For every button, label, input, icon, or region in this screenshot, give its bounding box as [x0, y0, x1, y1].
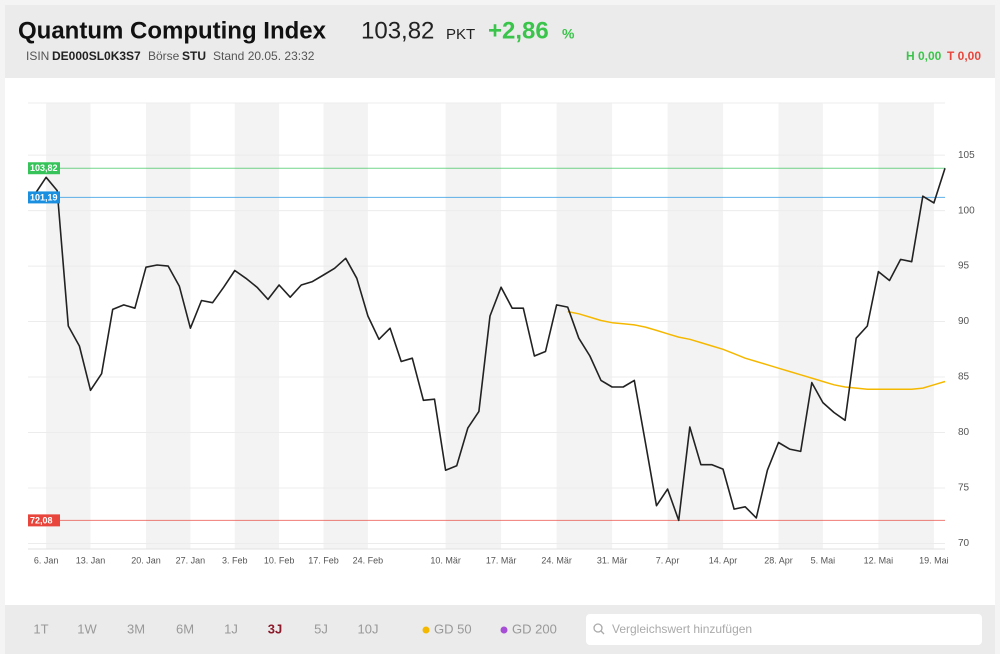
week-stripe	[878, 103, 934, 549]
y-tick-label: 90	[958, 316, 970, 327]
range-button[interactable]: 1T	[33, 621, 48, 636]
high: H 0,00	[906, 49, 942, 63]
y-tick-label: 85	[958, 372, 970, 383]
x-tick-label: 5. Mai	[811, 555, 836, 565]
x-tick-label: 17. Feb	[308, 555, 339, 565]
reference-label: 72,08	[30, 515, 53, 525]
week-stripe	[556, 103, 613, 549]
week-stripe	[778, 103, 823, 549]
legend-dot	[422, 626, 430, 634]
indicator-label[interactable]: GD 200	[512, 621, 557, 636]
x-tick-label: 31. Mär	[597, 555, 628, 565]
reference-label: 101,19	[30, 192, 58, 202]
legend-label[interactable]: GD 50	[434, 621, 472, 636]
x-tick-label: 20. Jan	[131, 555, 161, 565]
y-tick-label: 100	[958, 205, 975, 216]
y-tick-label: 80	[958, 427, 970, 438]
range-button[interactable]: 3J	[268, 621, 282, 636]
exchange-label: Börse	[148, 49, 180, 63]
timestamp: Stand 20.05. 23:32	[213, 49, 315, 63]
week-stripe	[145, 103, 191, 549]
range-button[interactable]: 10J	[358, 621, 379, 636]
price: 103,82	[361, 17, 434, 44]
header-bg	[5, 5, 995, 78]
reference-label: 103,82	[30, 163, 58, 173]
indicator-dot	[500, 626, 508, 634]
x-tick-label: 10. Feb	[264, 555, 295, 565]
reference-tag	[28, 162, 60, 175]
change-unit: %	[562, 26, 575, 42]
isin: DE000SL0K3S7	[52, 49, 141, 63]
title: Quantum Computing Index	[18, 17, 327, 44]
range-button[interactable]: 3M	[127, 621, 145, 636]
x-tick-label: 24. Feb	[353, 555, 384, 565]
search-icon	[593, 623, 603, 633]
price-unit: PKT	[446, 26, 475, 43]
week-stripe	[445, 103, 502, 549]
footer: Vergleichswert hinzufügen GD 200 GD 50 1…	[33, 614, 982, 645]
exchange: STU	[182, 49, 206, 63]
x-tick-label: 24. Mär	[541, 555, 572, 565]
x-tick-label: 12. Mai	[864, 555, 894, 565]
search-icon-handle	[600, 630, 605, 635]
y-tick-label: 95	[958, 261, 970, 272]
search-placeholder: Vergleichswert hinzufügen	[612, 622, 752, 636]
x-tick-label: 3. Feb	[222, 555, 248, 565]
x-tick-label: 14. Apr	[709, 555, 738, 565]
range-button[interactable]: 6M	[176, 621, 194, 636]
x-tick-label: 28. Apr	[764, 555, 793, 565]
week-stripe	[323, 103, 368, 549]
x-tick-label: 17. Mär	[486, 555, 517, 565]
reference-tag	[28, 191, 60, 204]
x-tick-label: 7. Apr	[656, 555, 680, 565]
y-tick-label: 75	[958, 483, 970, 494]
change: +2,86	[488, 17, 549, 44]
range-button[interactable]: 1J	[224, 621, 238, 636]
series-line	[34, 167, 946, 522]
y-tick-label: 70	[958, 538, 970, 549]
x-tick-label: 13. Jan	[76, 555, 106, 565]
search-box[interactable]	[586, 614, 982, 645]
x-tick-label: 19. Mai	[919, 555, 949, 565]
x-tick-label: 6. Jan	[34, 555, 59, 565]
range-button[interactable]: 1W	[77, 621, 97, 636]
isin-label: ISIN	[26, 49, 49, 63]
x-tick-label: 27. Jan	[176, 555, 206, 565]
week-stripe	[667, 103, 724, 549]
reference-tag	[28, 514, 60, 527]
range-button[interactable]: 5J	[314, 621, 328, 636]
y-tick-label: 105	[958, 150, 975, 161]
x-tick-label: 10. Mär	[430, 555, 461, 565]
low: T 0,00	[947, 49, 981, 63]
plot: 70 75 80 85 90 95 100 105 6. Jan 13. Jan 20. Jan 27…	[28, 102, 975, 565]
week-stripe	[234, 103, 280, 549]
series-line	[567, 310, 946, 390]
